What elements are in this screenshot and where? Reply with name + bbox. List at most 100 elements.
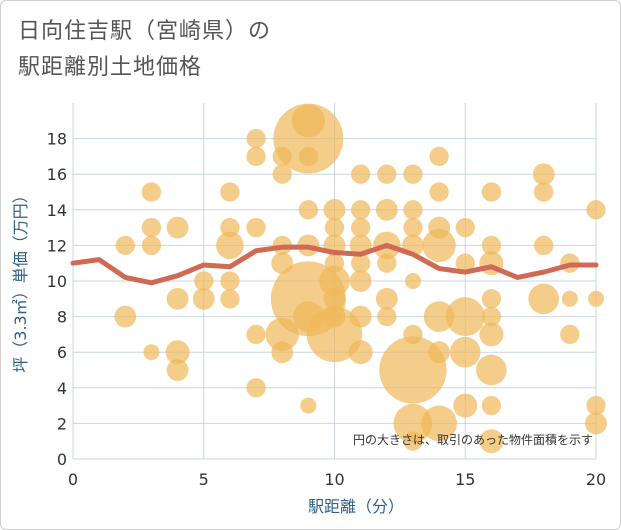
data-point [428,341,451,364]
data-point [306,306,363,363]
x-tick-label: 5 [199,470,209,489]
data-point [377,306,397,327]
data-point [298,146,319,167]
data-point [141,235,162,256]
data-point [246,217,266,238]
data-point [534,182,554,202]
data-point [324,217,345,238]
data-point [319,265,350,297]
y-tick-label: 4 [57,379,67,398]
y-axis-label: 坪（3.3㎡）単価（万円） [11,187,30,372]
data-point [534,235,554,256]
x-tick-label: 15 [455,470,475,489]
chart-title-line2: 駅距離別土地価格 [18,55,203,80]
y-tick-labels: 0 2 4 6 8 10 12 14 16 18 [47,130,67,469]
data-point [393,403,433,443]
data-point [375,198,398,221]
data-point [298,200,319,220]
data-point [115,235,135,256]
data-point [479,322,504,347]
data-point [560,324,580,345]
x-tick-label: 0 [68,470,78,489]
data-point [272,164,292,184]
data-point [481,289,502,309]
data-point [246,378,266,398]
data-point [220,289,240,309]
data-point [476,354,507,386]
data-point [377,164,397,184]
data-point [271,341,294,364]
data-point [532,163,555,186]
data-point [404,273,421,289]
data-point [445,297,485,337]
data-point [220,271,240,291]
trend-line-group [70,242,599,286]
data-point [273,103,344,174]
data-point [455,253,475,273]
data-point [455,217,475,238]
data-point [528,283,560,315]
data-point [586,395,606,416]
data-point [166,216,189,239]
data-point [421,405,457,442]
data-point [481,395,502,416]
data-point [192,287,215,310]
y-tick-label: 8 [57,308,67,327]
data-point [429,146,449,167]
data-point [588,290,604,307]
data-point [143,344,160,361]
data-point [141,182,162,202]
data-point [216,231,244,260]
data-point [423,301,455,332]
x-tick-label: 10 [324,470,344,489]
data-point [403,200,423,220]
data-point [350,200,371,220]
data-point [585,412,607,435]
y-tick-label: 2 [57,414,67,433]
chart-title: 日向住吉駅（宮崎県）の 駅距離別土地価格 [18,14,271,86]
data-point [246,324,266,345]
data-point [349,305,372,328]
bubbles [114,103,607,454]
data-point [403,164,423,184]
data-point [350,253,371,273]
data-point [481,306,502,327]
trend-line [70,242,599,286]
y-tick-label: 18 [47,130,67,149]
data-point [561,290,578,307]
data-point [220,217,240,238]
data-point [323,287,346,310]
data-point [429,182,449,202]
data-point [114,305,137,328]
data-point [166,287,189,310]
data-point [481,182,502,202]
data-point [422,228,456,263]
x-axis-label: 駅距離（分） [308,497,404,516]
data-point [220,182,240,202]
data-point [194,271,214,291]
data-point [375,287,398,310]
data-point [377,253,397,273]
data-point [403,217,423,238]
y-tick-label: 16 [47,165,67,184]
y-tick-label: 12 [47,236,67,255]
y-tick-label: 6 [57,343,67,362]
data-point [350,164,371,184]
data-point [403,431,423,451]
data-point [349,270,372,292]
chart-title-line1: 日向住吉駅（宮崎県）の [18,19,272,44]
y-tick-label: 14 [47,201,67,220]
data-point [246,128,266,149]
data-point [300,397,317,414]
data-point [166,359,189,381]
data-point [323,198,346,221]
data-point [165,340,190,365]
data-point [481,235,502,256]
data-point [453,393,478,418]
data-point [246,146,266,167]
data-point [141,217,162,238]
data-point [479,429,504,454]
x-tick-labels: 0 5 10 15 20 [68,470,606,489]
x-tick-label: 20 [586,470,606,489]
data-point [449,336,481,368]
